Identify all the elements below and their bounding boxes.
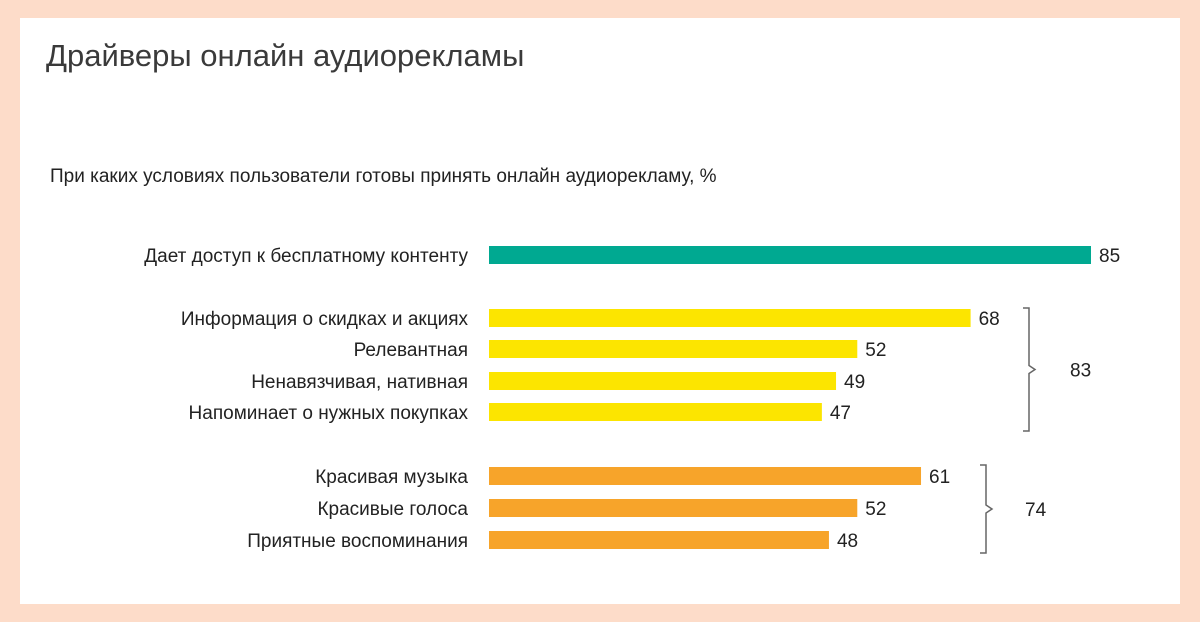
bar	[489, 340, 858, 358]
bar	[489, 372, 837, 390]
bar	[489, 499, 858, 517]
bar-value-label: 48	[837, 531, 858, 552]
group-total-label: 83	[1070, 361, 1091, 382]
bar-chart: Дает доступ к бесплатному контенту 85 Инфо…	[144, 246, 1120, 554]
bar	[489, 309, 971, 327]
chart-subtitle: При каких условиях пользователи готовы п…	[50, 166, 717, 187]
bar	[489, 403, 822, 421]
bar	[489, 467, 922, 485]
bar-category-label: Релевантная	[354, 340, 468, 361]
page-title: Драйверы онлайн аудиорекламы	[46, 38, 525, 73]
bar-value-label: 85	[1099, 246, 1120, 267]
chart-card: Драйверы онлайн аудиорекламы При каких у…	[20, 18, 1180, 604]
bar-value-label: 52	[865, 499, 886, 520]
bar-category-label: Красивые голоса	[317, 499, 468, 520]
bar-value-label: 47	[830, 403, 851, 424]
bar	[489, 246, 1091, 264]
bar-value-label: 52	[865, 340, 886, 361]
bar-category-label: Дает доступ к бесплатному контенту	[144, 246, 468, 267]
group-bracket	[980, 464, 994, 554]
bar-category-label: Ненавязчивая, нативная	[251, 372, 468, 393]
bar	[489, 531, 829, 549]
bar-category-label: Красивая музыка	[315, 467, 468, 488]
group-total-label: 74	[1025, 500, 1047, 521]
bar-category-label: Информация о скидках и акциях	[181, 309, 469, 330]
bar-category-label: Приятные воспоминания	[247, 531, 468, 552]
bar-value-label: 61	[929, 467, 950, 488]
group-bracket	[1023, 307, 1037, 432]
bar-category-label: Напоминает о нужных покупках	[189, 403, 469, 424]
bar-value-label: 68	[979, 309, 1000, 330]
bar-value-label: 49	[844, 372, 865, 393]
